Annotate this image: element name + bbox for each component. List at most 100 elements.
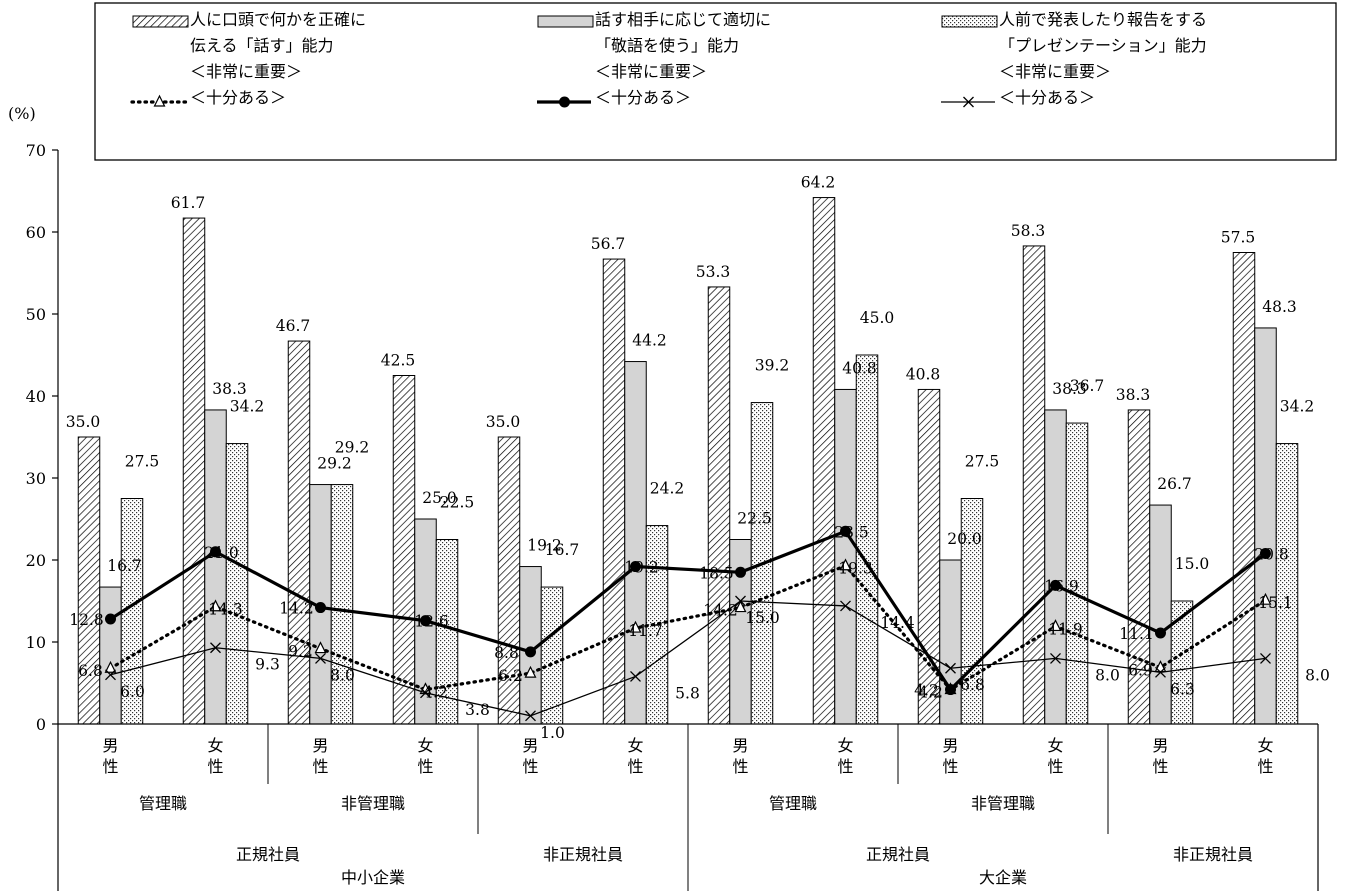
category-label: 性 [1257,757,1273,776]
bar-value-label: 38.3 [212,380,247,398]
line-value-label: 11.1 [1119,625,1154,643]
bar [1065,422,1089,725]
category-label: 女 [1047,736,1063,755]
line-marker [1260,652,1271,664]
bar-value-label: 57.5 [1221,229,1256,247]
line-marker [105,613,116,625]
line-marker [734,600,747,613]
line-marker [945,684,956,696]
bar [540,586,564,725]
line-series [108,563,1268,692]
category-label: 性 [942,757,958,776]
legend-label: 伝える「話す」能力 [190,36,334,55]
y-tick-label: 30 [26,469,46,488]
category-label: 男 [942,736,958,755]
line-value-label: 5.8 [675,684,700,702]
bar [77,436,101,725]
bar-value-label: 64.2 [801,174,836,192]
line-marker [630,561,641,573]
bar-value-label: 20.0 [947,530,982,548]
line-marker [524,665,537,678]
line-marker [315,602,326,614]
line-marker [1050,579,1061,591]
bar [939,559,962,725]
line-value-label: 20.8 [1254,545,1289,563]
bar-value-label: 29.2 [317,455,352,473]
category-label: 性 [1152,757,1168,776]
bar-value-label: 44.2 [632,332,667,350]
bar-value-label: 48.3 [1262,298,1297,316]
bar-value-label: 45.0 [860,309,895,327]
line-value-label: 9.3 [255,656,280,674]
group-label: 大企業 [979,868,1027,887]
category-label: 男 [522,736,538,755]
y-tick-label: 10 [26,633,46,652]
y-tick-label: 20 [26,551,46,570]
legend-swatch [941,15,998,28]
line-marker [1259,592,1272,605]
line-value-label: 16.9 [1044,577,1079,595]
line-marker [1154,660,1167,673]
bar [624,361,647,725]
line-value-label: 4.2 [423,684,448,702]
bar-value-label: 58.3 [1011,222,1046,240]
line-marker [735,566,746,578]
line-value-label: 14.2 [703,602,738,620]
legend-swatch [537,15,594,28]
line-value-label: 8.0 [330,666,355,684]
category-label: 性 [1047,757,1063,776]
bar-value-label: 35.0 [66,413,101,431]
line-marker [525,710,536,722]
bar-value-label: 26.7 [1157,475,1192,493]
category-label: 性 [522,757,538,776]
line-value-label: 15.1 [1258,594,1293,612]
line-marker [840,600,851,612]
bar [330,484,354,725]
bar-value-label: 34.2 [230,398,265,416]
bar [1022,245,1046,725]
group-label: 中小企業 [341,868,405,887]
legend-label: ＜十分ある＞ [999,88,1095,107]
group-label: 非管理職 [341,794,405,813]
bar-value-label: 53.3 [696,263,731,281]
bar [812,197,836,725]
bar [287,340,311,725]
legend-label: 話す相手に応じて適切に [595,10,771,29]
category-label: 女 [417,736,433,755]
y-axis-label: (%) [8,104,36,123]
line-value-label: 12.8 [69,611,104,629]
line-value-label: 1.0 [540,724,565,742]
bar-value-label: 16.7 [107,557,142,575]
line-marker [420,615,431,627]
legend-label: ＜十分ある＞ [190,88,286,107]
line-value-label: 11.7 [628,622,663,640]
line-marker [945,662,956,674]
line-value-label: 4.2 [914,682,939,700]
group-label: 非正規社員 [543,845,623,864]
line-value-label: 6.3 [1170,680,1195,698]
line-value-label: 14.4 [880,614,915,632]
y-tick-label: 40 [26,387,46,406]
group-label: 管理職 [769,794,817,813]
bar [1149,504,1172,725]
bar-value-label: 19.2 [527,537,562,555]
bar [1170,600,1194,725]
bar-value-label: 27.5 [125,453,160,471]
legend-marker [559,96,570,108]
category-label: 男 [102,736,118,755]
line-value-label: 19.3 [838,560,873,578]
bar-value-label: 15.0 [1175,555,1210,573]
bar-value-label: 39.2 [755,357,790,375]
legend-box [94,2,1337,161]
line-marker [314,641,327,654]
bar-value-label: 40.8 [842,359,877,377]
legend-label: ＜非常に重要＞ [999,62,1111,81]
category-label: 男 [732,736,748,755]
bars [77,197,1299,725]
line-marker [104,660,117,673]
line-marker [210,546,221,558]
lines [104,525,1272,722]
legend-label: ＜非常に重要＞ [190,62,302,81]
line-marker [315,652,326,664]
